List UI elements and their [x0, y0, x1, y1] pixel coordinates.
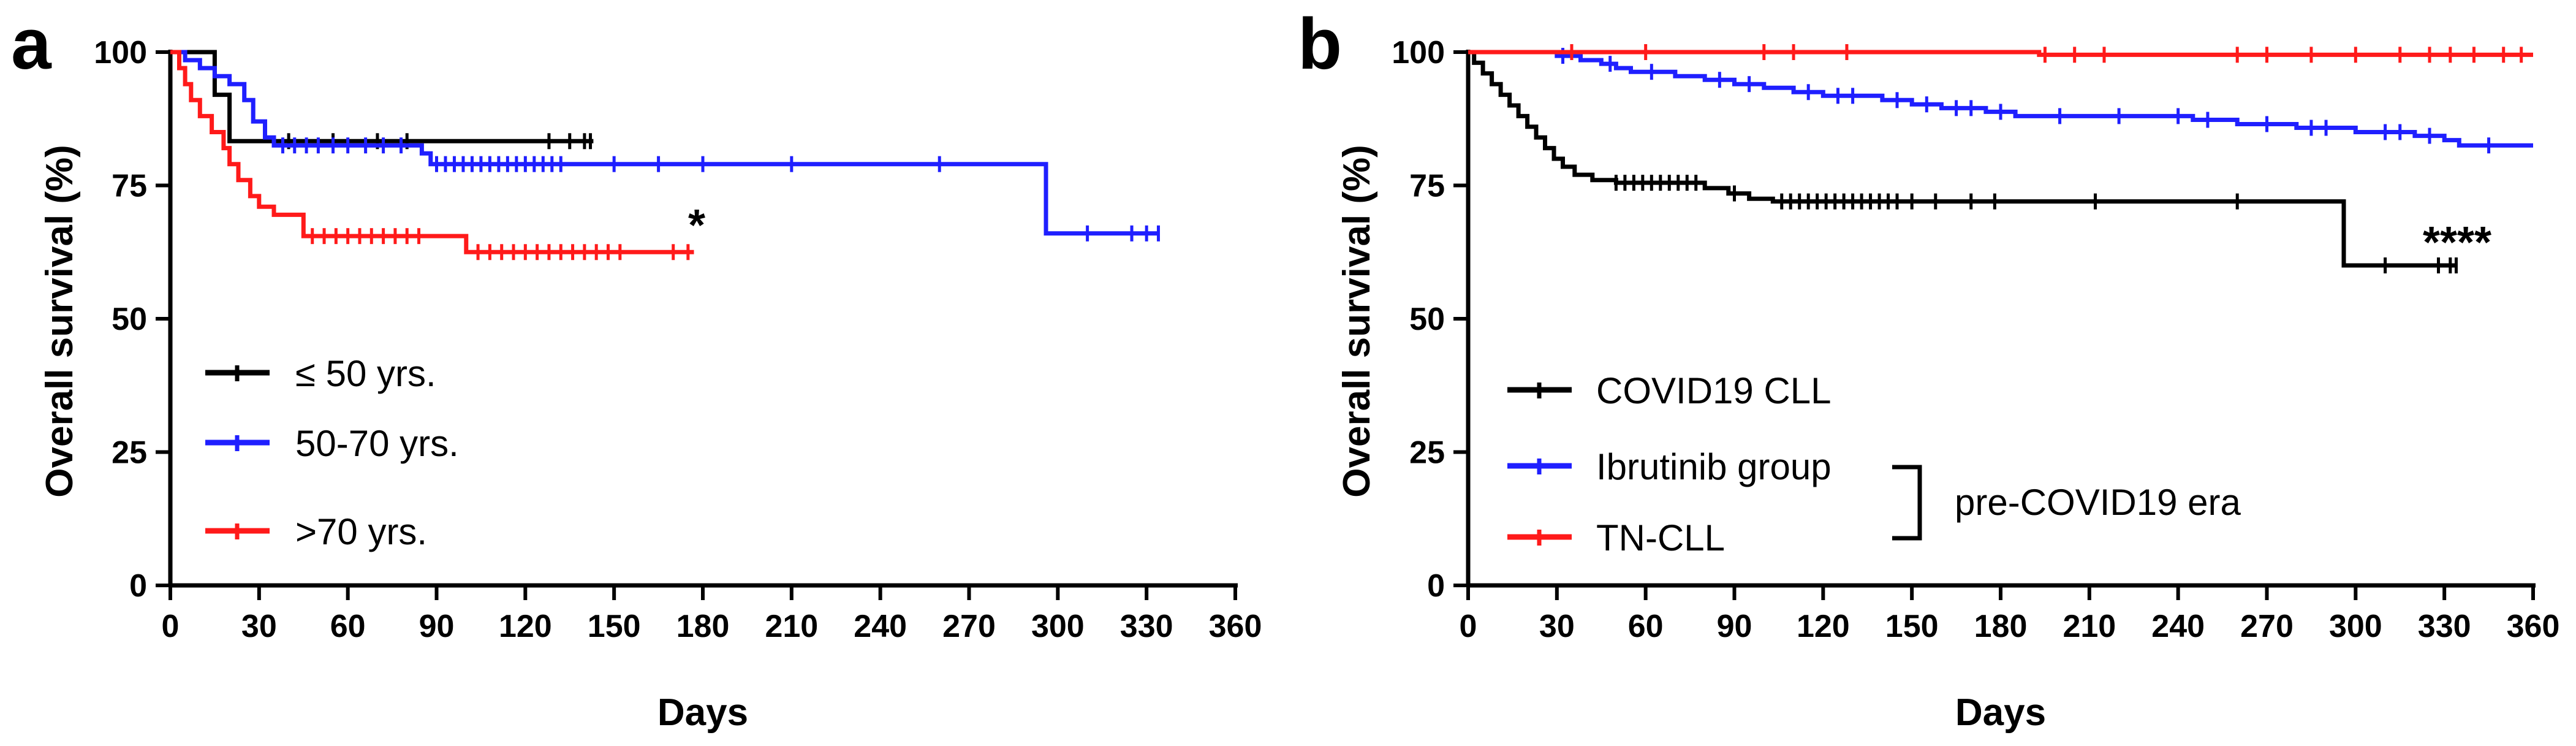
survival-curve — [170, 50, 694, 254]
series-tn-cll — [1468, 44, 2533, 63]
x-tick-label: 30 — [1539, 609, 1575, 644]
panel-b-y-axis-title: Overall survival (%) — [1336, 145, 1378, 498]
panel-a-letter: a — [11, 4, 52, 85]
x-tick-label: 360 — [2507, 609, 2560, 644]
y-tick-label: 50 — [1409, 302, 1445, 337]
x-tick-label: 60 — [1628, 609, 1664, 644]
series-covid19-cll — [1468, 50, 2458, 273]
panel-a-y-axis-title: Overall survival (%) — [39, 145, 81, 498]
y-tick-label: 0 — [129, 568, 147, 604]
y-tick-label: 50 — [112, 302, 147, 337]
legend-label: 50-70 yrs. — [295, 423, 459, 464]
panel-b-significance-annotation: **** — [2423, 218, 2491, 267]
x-tick-label: 90 — [419, 609, 455, 644]
x-tick-label: 90 — [1717, 609, 1752, 644]
x-tick-label: 360 — [1209, 609, 1262, 644]
x-tick-label: 330 — [2418, 609, 2471, 644]
survival-curve — [170, 50, 1159, 236]
survival-curve — [1468, 50, 2457, 268]
series-50-70-yrs — [170, 50, 1160, 242]
panel-a-x-axis-title: Days — [657, 691, 748, 734]
legend-item-age-50-or-less: ≤ 50 yrs. — [205, 353, 436, 394]
x-tick-label: 210 — [2063, 609, 2116, 644]
x-tick-label: 300 — [2329, 609, 2382, 644]
y-tick-label: 0 — [1427, 568, 1445, 604]
panel-b-legend: COVID19 CLL Ibrutinib group TN-CLL pre-C… — [1507, 370, 2241, 558]
x-tick-label: 150 — [1885, 609, 1939, 644]
x-tick-label: 180 — [1974, 609, 2028, 644]
x-tick-label: 240 — [2151, 609, 2205, 644]
y-tick-label: 75 — [1409, 169, 1445, 204]
series-50-yrs — [170, 50, 594, 150]
panel-a-series — [170, 50, 1160, 261]
legend-label: TN-CLL — [1596, 517, 1725, 558]
legend-item-tn-cll: TN-CLL — [1507, 517, 1725, 558]
x-tick-label: 60 — [330, 609, 366, 644]
x-tick-label: 210 — [765, 609, 818, 644]
x-tick-label: 30 — [241, 609, 277, 644]
legend-item-age-50-70: 50-70 yrs. — [205, 423, 459, 464]
series-ibrutinib-group — [1468, 48, 2533, 154]
legend-item-covid19-cll: COVID19 CLL — [1507, 370, 1832, 411]
panel-a-chart: a 0 30 60 90 120 150 180 210 240 270 300 330 360 0 25 5… — [11, 4, 1262, 734]
legend-bracket-label: pre-COVID19 era — [1955, 482, 2241, 523]
panel-a-axes — [168, 50, 1238, 588]
x-tick-label: 0 — [162, 609, 180, 644]
legend-item-ibrutinib-group: Ibrutinib group — [1507, 446, 1832, 487]
panel-b-series — [1468, 44, 2533, 273]
legend-label: >70 yrs. — [295, 511, 427, 552]
panel-a-legend: ≤ 50 yrs. 50-70 yrs. >70 yrs. — [205, 353, 459, 552]
panel-b-ticks: 0 30 60 90 120 150 180 210 240 270 300 330 360 0 25 50 7… — [1392, 35, 2559, 644]
legend-item-age-over-70: >70 yrs. — [205, 511, 427, 552]
y-tick-label: 100 — [94, 35, 147, 70]
x-tick-label: 330 — [1120, 609, 1173, 644]
x-tick-label: 0 — [1460, 609, 1477, 644]
legend-label: Ibrutinib group — [1596, 446, 1832, 487]
y-tick-label: 25 — [112, 435, 147, 471]
panel-a-ticks: 0 30 60 90 120 150 180 210 240 270 300 330 360 0 25 50 7… — [94, 35, 1262, 644]
panel-b-x-axis-title: Days — [1955, 691, 2046, 734]
x-tick-label: 300 — [1031, 609, 1085, 644]
x-tick-label: 270 — [942, 609, 996, 644]
panel-b-letter: b — [1298, 4, 1342, 85]
y-tick-label: 75 — [112, 169, 147, 204]
x-tick-label: 180 — [676, 609, 730, 644]
y-tick-label: 100 — [1392, 35, 1445, 70]
survival-curve — [170, 50, 594, 143]
panel-a-significance-annotation: * — [688, 201, 705, 250]
y-tick-label: 25 — [1409, 435, 1445, 471]
x-tick-label: 150 — [588, 609, 641, 644]
series-70-yrs — [170, 50, 694, 261]
x-tick-label: 270 — [2240, 609, 2294, 644]
x-tick-label: 240 — [854, 609, 907, 644]
survival-curve — [1468, 50, 2533, 148]
legend-label: COVID19 CLL — [1596, 370, 1832, 411]
x-tick-label: 120 — [1797, 609, 1850, 644]
panel-b-chart: b 0 30 60 90 120 150 180 210 240 270 300 330 360 0 25 5… — [1298, 4, 2559, 734]
x-tick-label: 120 — [499, 609, 552, 644]
legend-label: ≤ 50 yrs. — [295, 353, 436, 394]
legend-group-bracket — [1892, 465, 1922, 541]
survival-curve — [1468, 50, 2533, 57]
